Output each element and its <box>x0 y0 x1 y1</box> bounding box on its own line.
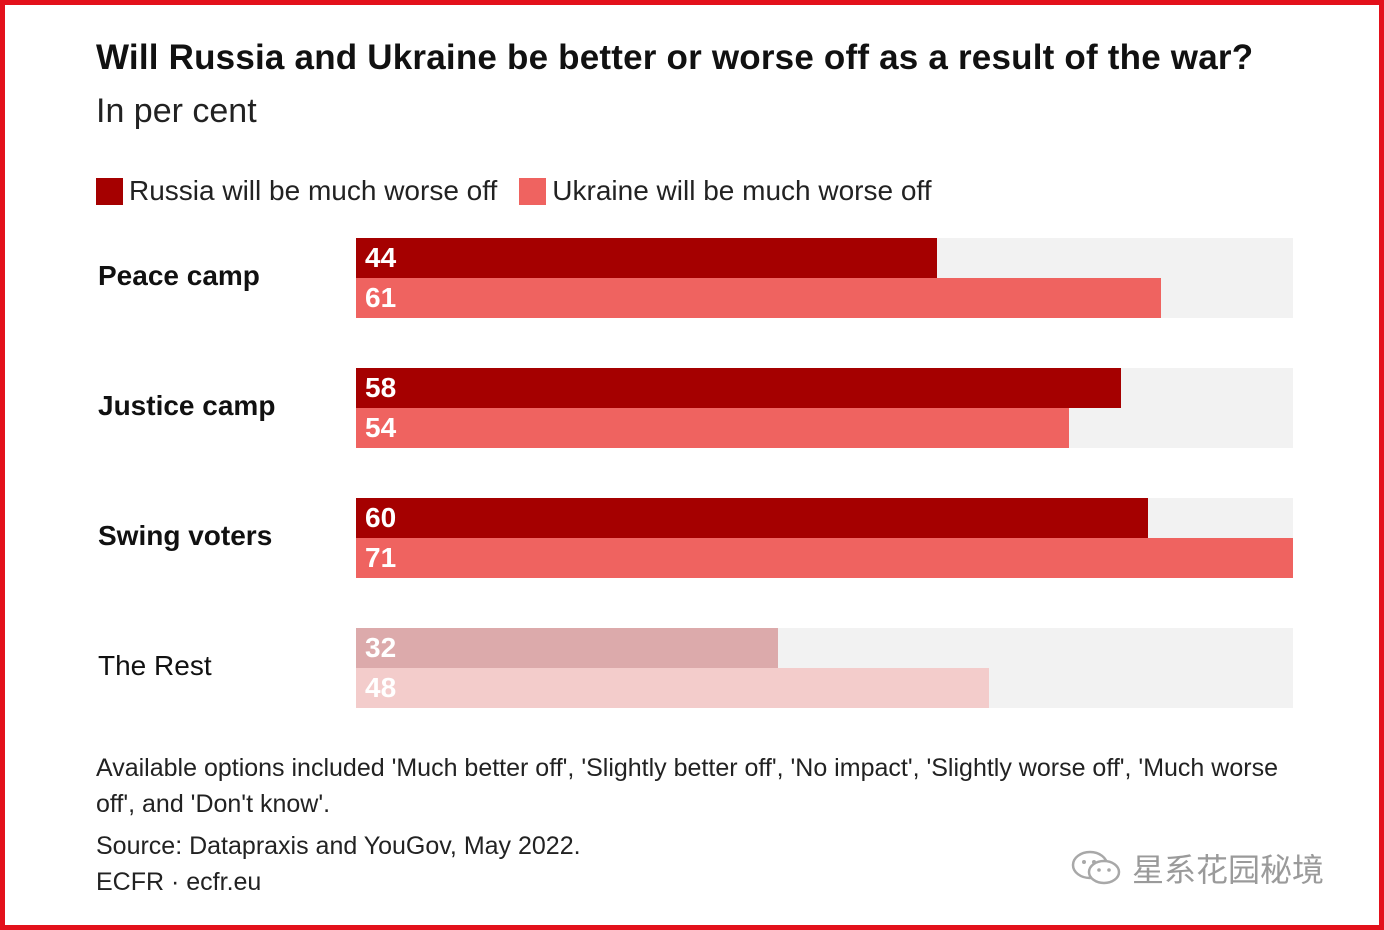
bar-the-rest-russia <box>356 628 778 668</box>
bar-swing-voters-ukraine <box>356 538 1293 578</box>
bar-value-the-rest-ukraine: 48 <box>365 672 397 703</box>
bar-justice-camp-ukraine <box>356 408 1069 448</box>
bar-value-justice-camp-russia: 58 <box>365 372 397 403</box>
bar-value-justice-camp-ukraine: 54 <box>365 412 397 443</box>
bar-value-peace-camp-russia: 44 <box>365 242 397 273</box>
options-note: Available options included 'Much better … <box>96 754 1278 818</box>
bar-swing-voters-russia <box>356 498 1148 538</box>
chart-title: Will Russia and Ukraine be better or wor… <box>96 38 1254 77</box>
legend-item-russia: Russia will be much worse off <box>96 175 497 207</box>
watermark: 星系花园秘境 <box>1070 845 1324 891</box>
bar-value-peace-camp-ukraine: 61 <box>365 282 397 313</box>
source-note: Source: Datapraxis and YouGov, May 2022. <box>96 832 581 860</box>
legend-label-ukraine: Ukraine will be much worse off <box>552 175 932 206</box>
legend-swatch-ukraine <box>519 177 547 205</box>
bar-peace-camp-russia <box>356 238 937 278</box>
category-label-swing-voters: Swing voters <box>98 520 273 551</box>
wechat-icon <box>1071 850 1121 885</box>
legend-swatch-russia <box>96 177 123 205</box>
bar-value-the-rest-russia: 32 <box>365 632 397 663</box>
category-label-peace-camp: Peace camp <box>98 260 260 291</box>
category-label-justice-camp: Justice camp <box>98 390 276 421</box>
watermark-text: 星系花园秘境 <box>1132 852 1325 888</box>
bar-the-rest-ukraine <box>356 668 989 708</box>
bar-value-swing-voters-ukraine: 71 <box>365 542 397 573</box>
legend-item-ukraine: Ukraine will be much worse off <box>519 175 932 207</box>
bar-value-swing-voters-russia: 60 <box>365 502 397 533</box>
category-label-the-rest: The Rest <box>98 650 212 681</box>
bar-justice-camp-russia <box>356 368 1121 408</box>
legend: Russia will be much worse off Ukraine wi… <box>96 175 954 207</box>
legend-label-russia: Russia will be much worse off <box>129 175 498 206</box>
credit-note: ECFR · ecfr.eu <box>96 868 262 896</box>
chart-subtitle: In per cent <box>96 92 257 130</box>
bar-peace-camp-ukraine <box>356 278 1161 318</box>
